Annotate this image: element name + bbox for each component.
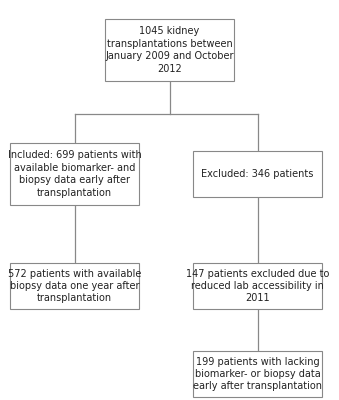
FancyBboxPatch shape bbox=[193, 351, 322, 397]
Text: 199 patients with lacking
biomarker- or biopsy data
early after transplantation: 199 patients with lacking biomarker- or … bbox=[193, 357, 322, 391]
FancyBboxPatch shape bbox=[193, 151, 322, 197]
FancyBboxPatch shape bbox=[10, 143, 139, 205]
FancyBboxPatch shape bbox=[10, 263, 139, 309]
Text: 1045 kidney
transplantations between
January 2009 and October
2012: 1045 kidney transplantations between Jan… bbox=[105, 26, 234, 74]
Text: Included: 699 patients with
available biomarker- and
biopsy data early after
tra: Included: 699 patients with available bi… bbox=[8, 150, 141, 198]
FancyBboxPatch shape bbox=[105, 19, 234, 81]
FancyBboxPatch shape bbox=[193, 263, 322, 309]
Text: 147 patients excluded due to
reduced lab accessibility in
2011: 147 patients excluded due to reduced lab… bbox=[186, 269, 329, 303]
Text: 572 patients with available
biopsy data one year after
transplantation: 572 patients with available biopsy data … bbox=[8, 269, 141, 303]
Text: Excluded: 346 patients: Excluded: 346 patients bbox=[201, 169, 314, 179]
